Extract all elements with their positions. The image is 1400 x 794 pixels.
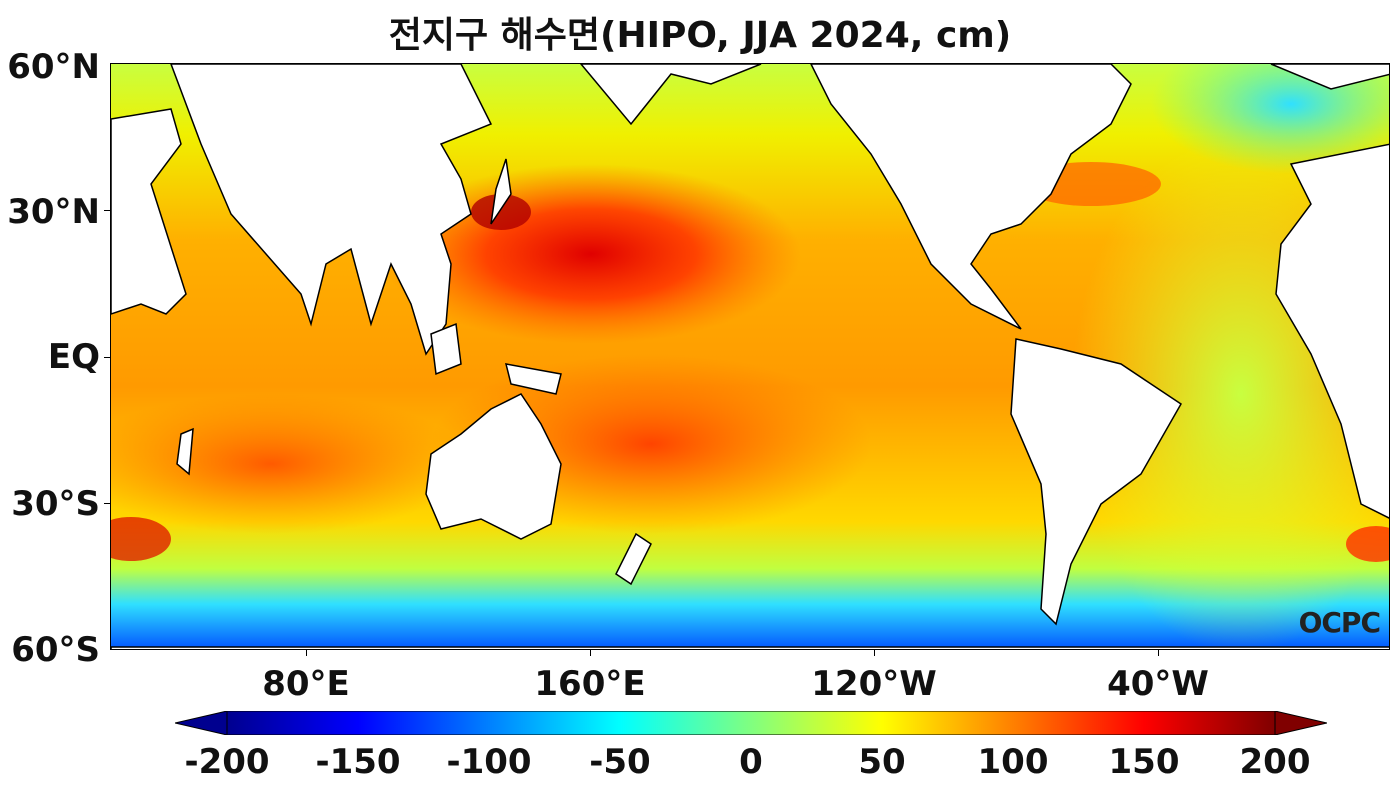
colorbar-tick-label: 0 <box>739 742 763 782</box>
x-label-160e: 160°E <box>534 664 646 704</box>
sea-level-map <box>110 63 1390 650</box>
y-label-60n: 60°N <box>7 47 100 87</box>
y-label-60s: 60°S <box>11 630 100 670</box>
colorbar-tick-label: -50 <box>589 742 651 782</box>
x-tick <box>874 650 875 656</box>
colorbar-tick-label: 200 <box>1239 742 1311 782</box>
colorbar-body <box>226 711 1276 735</box>
colorbar-tick-label: 150 <box>1108 742 1180 782</box>
y-label-30n: 30°N <box>7 192 100 232</box>
x-tick <box>1158 650 1159 656</box>
sea-level-field <box>111 64 1389 649</box>
x-label-120w: 120°W <box>811 664 937 704</box>
land-masses <box>111 64 1389 649</box>
ocpc-watermark: OCPC <box>1298 606 1381 639</box>
colorbar-tick-label: -100 <box>446 742 532 782</box>
x-label-80e: 80°E <box>262 664 350 704</box>
y-label-eq: EQ <box>47 337 100 377</box>
x-label-40w: 40°W <box>1107 664 1209 704</box>
map-title: 전지구 해수면(HIPO, JJA 2024, cm) <box>388 15 1012 56</box>
colorbar-tick-label: 50 <box>858 742 906 782</box>
y-tick <box>104 210 110 211</box>
colorbar-tick-label: -150 <box>315 742 401 782</box>
y-label-30s: 30°S <box>11 484 100 524</box>
y-tick <box>104 357 110 358</box>
colorbar-tick-label: 100 <box>977 742 1049 782</box>
colorbar-tick-label: -200 <box>184 742 270 782</box>
x-tick <box>306 650 307 656</box>
x-tick <box>590 650 591 656</box>
y-tick <box>104 503 110 504</box>
colorbar-extend-high <box>1274 711 1327 735</box>
colorbar <box>175 711 1327 735</box>
colorbar-extend-low <box>175 711 228 735</box>
